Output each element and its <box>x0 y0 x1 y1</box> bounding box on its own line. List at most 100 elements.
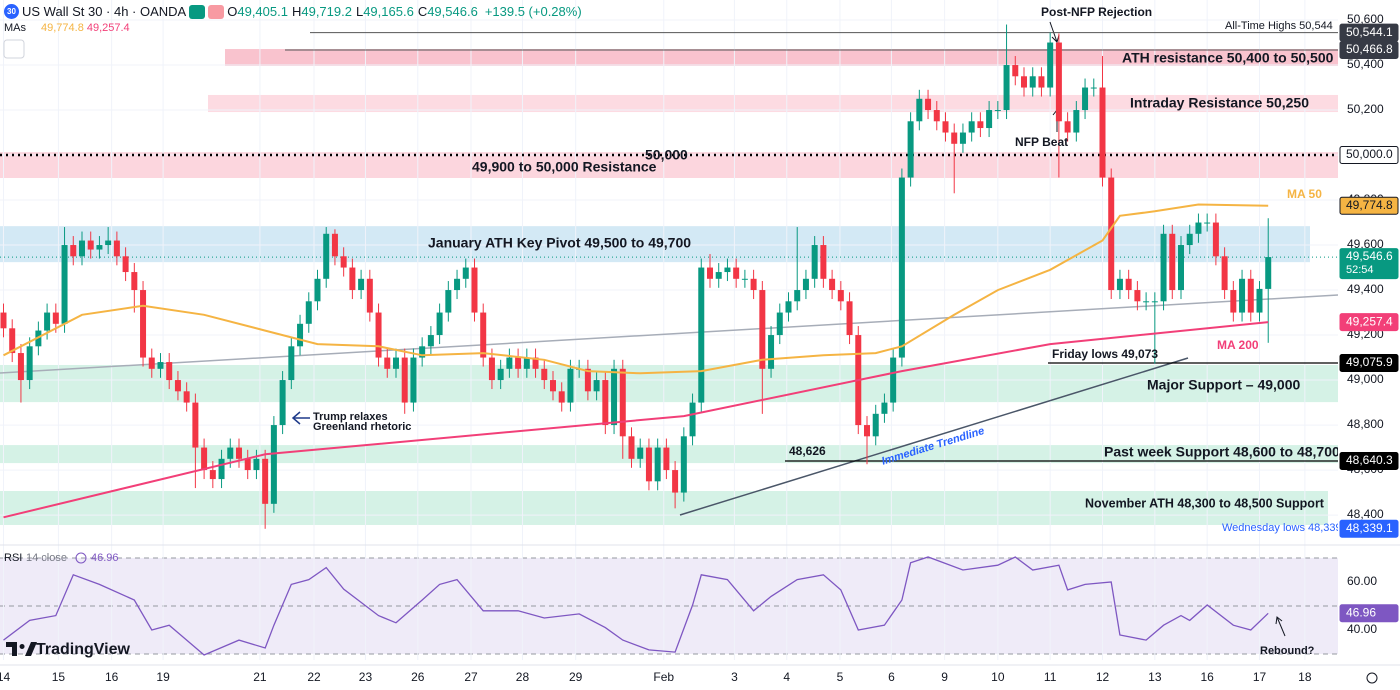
ma-row: MAs 49,774.8 49,257.4 <box>4 20 585 37</box>
candle-body <box>994 110 1001 112</box>
settings-icon[interactable] <box>1366 672 1378 684</box>
candle-body <box>741 278 748 280</box>
candle-body <box>916 98 923 122</box>
brand: TradingView <box>36 641 131 658</box>
candle-body <box>881 402 888 414</box>
candle-body <box>122 256 129 273</box>
candle-body <box>1169 233 1176 291</box>
x-tick-label: 23 <box>359 670 373 684</box>
zone-label: 49,900 to 50,000 Resistance <box>472 159 657 175</box>
candle-body <box>1073 110 1080 133</box>
candle-body <box>1099 87 1106 178</box>
candle-body <box>1108 177 1115 291</box>
x-tick-label: 29 <box>569 670 583 684</box>
candle-body <box>305 301 312 324</box>
y-tick-label: 60.00 <box>1347 574 1377 588</box>
candle-body <box>968 121 975 133</box>
ohlc-value: 49,719.2 <box>301 4 352 19</box>
candle-body <box>523 357 530 369</box>
zone <box>0 226 1310 263</box>
candle-body <box>35 330 42 347</box>
y-tick-label: 49,400 <box>1347 282 1384 296</box>
x-tick-label: 28 <box>516 670 530 684</box>
x-tick-label: 18 <box>1298 670 1312 684</box>
candle-body <box>140 290 147 358</box>
candle-body <box>454 278 461 291</box>
annotation: Trump relaxes <box>313 411 388 423</box>
candle-body <box>1003 65 1010 111</box>
candle-body <box>157 362 164 369</box>
zone-label: January ATH Key Pivot 49,500 to 49,700 <box>428 235 691 251</box>
arrow <box>1049 21 1058 43</box>
candle-body <box>977 121 984 129</box>
candle-body <box>689 402 696 437</box>
candle-body <box>925 98 932 111</box>
candle-body <box>532 357 539 369</box>
levels <box>0 32 1338 462</box>
candle-body <box>201 447 208 471</box>
candle-body <box>1134 290 1141 302</box>
price-box-label: 50,466.8 <box>1346 42 1393 56</box>
candle-body <box>270 425 277 504</box>
candle-body <box>1186 233 1193 246</box>
candle-body <box>785 301 792 313</box>
candle-body <box>419 346 426 358</box>
x-tick-label: 12 <box>1096 670 1110 684</box>
y-tick-label: 50,400 <box>1347 57 1384 71</box>
collapse-button[interactable] <box>3 39 25 59</box>
candle-body <box>235 447 242 459</box>
candle-body <box>366 278 373 313</box>
ohlc-key: H <box>291 4 302 19</box>
x-tick-label: Feb <box>653 670 674 684</box>
buy-button[interactable] <box>189 4 206 19</box>
x-tick-label: 6 <box>888 670 895 684</box>
ma-value: 49,774.8 <box>41 22 84 34</box>
candle-body <box>52 312 59 324</box>
price-box-label: 48,640.3 <box>1346 453 1393 467</box>
candle-body <box>1177 245 1184 291</box>
candle-body <box>253 458 260 471</box>
candle-body <box>1160 233 1167 302</box>
candle-body <box>1116 278 1123 291</box>
annotation: Post-NFP Rejection <box>1041 5 1152 19</box>
candle-body <box>1221 256 1228 291</box>
price-box-label: 50,000.0 <box>1346 147 1393 161</box>
grid <box>0 0 1338 660</box>
x-tick-label: 9 <box>941 670 948 684</box>
candle-body <box>218 458 225 480</box>
x-tick-label: 5 <box>837 670 844 684</box>
sell-button[interactable] <box>208 4 225 19</box>
price-box <box>1339 519 1399 538</box>
candle-body <box>96 245 103 250</box>
candle-body <box>645 447 652 482</box>
candle-body <box>549 380 556 392</box>
y-tick-label: 48,400 <box>1347 507 1384 521</box>
x-tick-label: 3 <box>731 670 738 684</box>
candle-body <box>933 110 940 122</box>
candle-body <box>506 357 513 369</box>
candle-body <box>331 233 338 257</box>
x-tick-label: 26 <box>411 670 425 684</box>
x-tick-label: 14 <box>0 670 10 684</box>
candle-body <box>17 353 24 381</box>
candle-body <box>584 368 591 392</box>
candle-body <box>445 290 452 313</box>
candle-body <box>733 267 740 279</box>
candle-body <box>759 290 766 369</box>
x-tick-label: 16 <box>105 670 119 684</box>
candle-body <box>654 447 661 482</box>
candle-body <box>515 357 522 369</box>
price-box-label: 48,339.1 <box>1346 521 1393 535</box>
candle-body <box>724 267 731 273</box>
trendline <box>679 357 1189 516</box>
ma-label: MA 200 <box>1217 338 1259 352</box>
ohlc-value: 49,546.6 <box>427 4 478 19</box>
candle-body <box>715 272 722 279</box>
price-box-label: 46.96 <box>1346 605 1376 619</box>
candle-body <box>611 368 618 426</box>
zone <box>0 152 1338 178</box>
candle-body <box>105 240 112 246</box>
y-tick-label: 50,200 <box>1347 102 1384 116</box>
candle-body <box>401 357 408 403</box>
arrow-head <box>1051 34 1060 43</box>
